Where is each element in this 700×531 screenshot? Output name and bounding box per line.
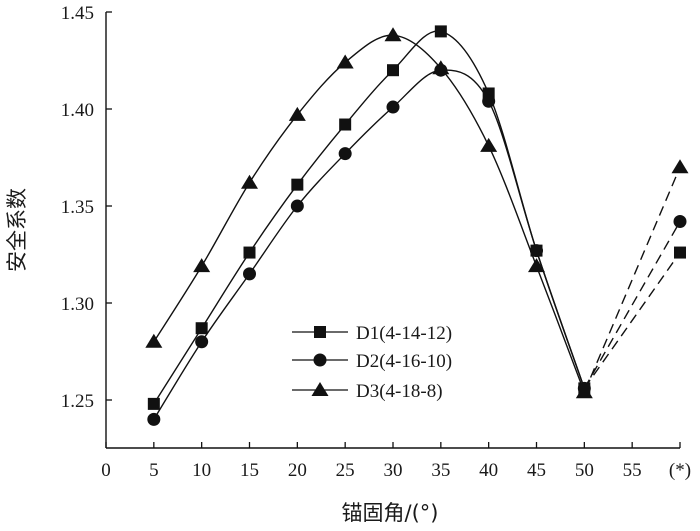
data-point-d2 xyxy=(243,267,256,281)
data-point-d2 xyxy=(530,244,543,258)
data-point-d1 xyxy=(147,397,160,410)
data-point-d3 xyxy=(528,258,545,273)
x-tick-label: (*) xyxy=(669,460,691,481)
series-curves xyxy=(153,30,681,420)
legend-label-d2: D2(4-16-10) xyxy=(356,351,452,372)
data-point-d3 xyxy=(432,60,450,75)
data-point-d1 xyxy=(243,246,256,259)
legend: D1(4-14-12) D2(4-16-10) D3(4-18-8) xyxy=(292,323,452,402)
legend-entry-d3: D3(4-18-8) xyxy=(292,381,443,402)
data-point-d1 xyxy=(387,64,399,77)
y-tick-label: 1.35 xyxy=(61,197,94,218)
x-tick-label: 15 xyxy=(240,460,259,481)
legend-marker-d1 xyxy=(314,326,326,338)
x-tick-label: 35 xyxy=(431,460,450,481)
ticks: 0 5 10 15 20 25 30 35 40 45 50 55 (*) 1.25 1.30 1.35 1.4… xyxy=(61,3,691,481)
series-dashed-extension-d2 xyxy=(583,221,681,389)
x-tick-label: 50 xyxy=(575,460,594,481)
x-tick-label: 0 xyxy=(101,460,111,481)
series-line-d2 xyxy=(153,69,585,420)
x-tick-label: 40 xyxy=(479,460,498,481)
y-tick-label: 1.40 xyxy=(61,100,94,121)
data-point-d2 xyxy=(290,199,304,213)
data-point-d3 xyxy=(193,258,211,273)
data-point-d2-extension xyxy=(673,215,687,229)
x-tick-label: 55 xyxy=(623,460,642,481)
x-tick-label: 25 xyxy=(336,460,355,481)
x-tick-label: 10 xyxy=(192,460,211,481)
data-point-d2 xyxy=(195,335,209,349)
series-line-d1 xyxy=(153,30,585,405)
legend-entry-d2: D2(4-16-10) xyxy=(292,351,452,372)
data-point-d2 xyxy=(482,94,496,108)
y-tick-label: 1.45 xyxy=(61,3,94,24)
data-point-d3-extension xyxy=(671,159,689,174)
data-point-d3 xyxy=(575,384,593,399)
legend-label-d3: D3(4-18-8) xyxy=(356,381,443,402)
x-axis-title: 锚固角/(°) xyxy=(342,501,439,525)
y-axis-title: 安全系数 xyxy=(5,188,29,272)
series-markers xyxy=(145,25,689,426)
data-point-d2 xyxy=(338,147,352,161)
legend-marker-d3 xyxy=(311,382,329,396)
data-point-d1 xyxy=(339,118,352,131)
legend-marker-shape xyxy=(311,382,329,396)
data-point-d2 xyxy=(147,412,161,426)
legend-entry-d1: D1(4-14-12) xyxy=(292,323,452,344)
series-line-d3 xyxy=(153,34,585,393)
legend-marker-shape xyxy=(314,326,326,338)
data-point-d1 xyxy=(291,178,304,191)
data-point-d3 xyxy=(480,137,498,152)
legend-marker-d2 xyxy=(313,353,327,367)
y-tick-label: 1.25 xyxy=(61,391,94,412)
data-point-d3 xyxy=(145,333,163,348)
x-tick-label: 20 xyxy=(288,460,307,481)
series-dashed-extension-d3 xyxy=(583,166,681,393)
y-tick-label: 1.30 xyxy=(61,294,94,315)
x-tick-label: 30 xyxy=(384,460,403,481)
data-point-d2 xyxy=(386,100,400,114)
data-point-d1 xyxy=(434,25,447,38)
data-point-d3 xyxy=(336,54,354,69)
x-tick-label: 45 xyxy=(527,460,546,481)
legend-marker-shape xyxy=(313,353,327,367)
data-point-d3 xyxy=(384,27,402,42)
legend-label-d1: D1(4-14-12) xyxy=(356,323,452,344)
data-point-d3 xyxy=(241,174,258,189)
data-point-d1-extension xyxy=(674,246,686,259)
data-point-d1 xyxy=(195,322,208,335)
x-tick-label: 5 xyxy=(149,460,159,481)
series-dashed-extension-d1 xyxy=(583,252,681,389)
data-point-d3 xyxy=(288,106,306,121)
